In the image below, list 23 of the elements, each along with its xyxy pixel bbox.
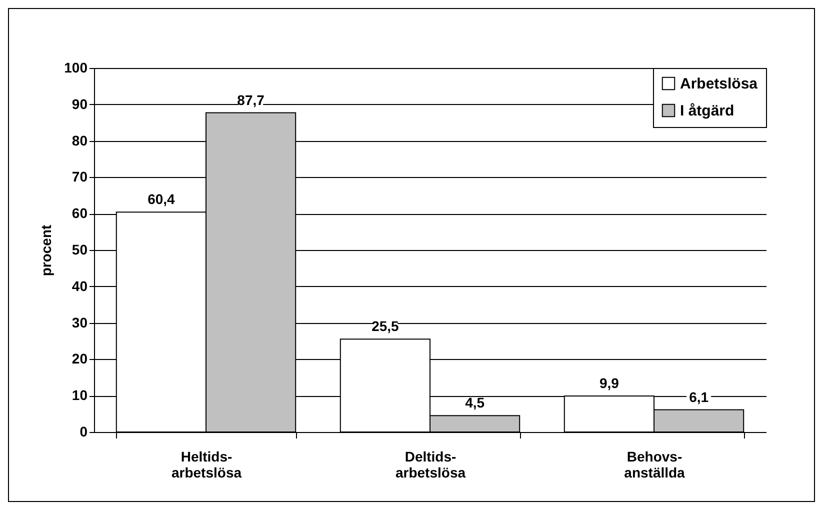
y-tick-label: 40 bbox=[72, 278, 88, 294]
data-label: 87,7 bbox=[237, 92, 265, 108]
y-axis-title: procent bbox=[38, 224, 54, 276]
data-label: 4,5 bbox=[465, 394, 485, 411]
y-tick-label: 0 bbox=[80, 424, 88, 440]
y-tick-label: 50 bbox=[72, 242, 88, 258]
y-tick-label: 70 bbox=[72, 168, 88, 185]
y-tick-label: 30 bbox=[72, 314, 88, 330]
data-label: 6,1 bbox=[689, 388, 709, 405]
data-label: 25,5 bbox=[372, 318, 400, 334]
y-tick-label: 80 bbox=[72, 132, 88, 148]
x-tick-label: Deltids-arbetslösa bbox=[395, 448, 466, 480]
y-tick-label: 10 bbox=[72, 387, 88, 404]
x-tick-label: Behovs-anställda bbox=[624, 448, 686, 480]
y-tick-label: 20 bbox=[72, 350, 88, 367]
legend-label: I åtgärd bbox=[680, 102, 734, 120]
data-label: 60,4 bbox=[148, 191, 176, 208]
data-label: 9,9 bbox=[599, 374, 620, 391]
y-tick-label: 90 bbox=[72, 96, 88, 112]
y-tick-label: 60 bbox=[72, 205, 88, 222]
y-tick-label: 100 bbox=[64, 60, 88, 76]
x-tick-label: Heltids-arbetslösa bbox=[171, 448, 242, 480]
legend-label: Arbetslösa bbox=[680, 76, 758, 92]
